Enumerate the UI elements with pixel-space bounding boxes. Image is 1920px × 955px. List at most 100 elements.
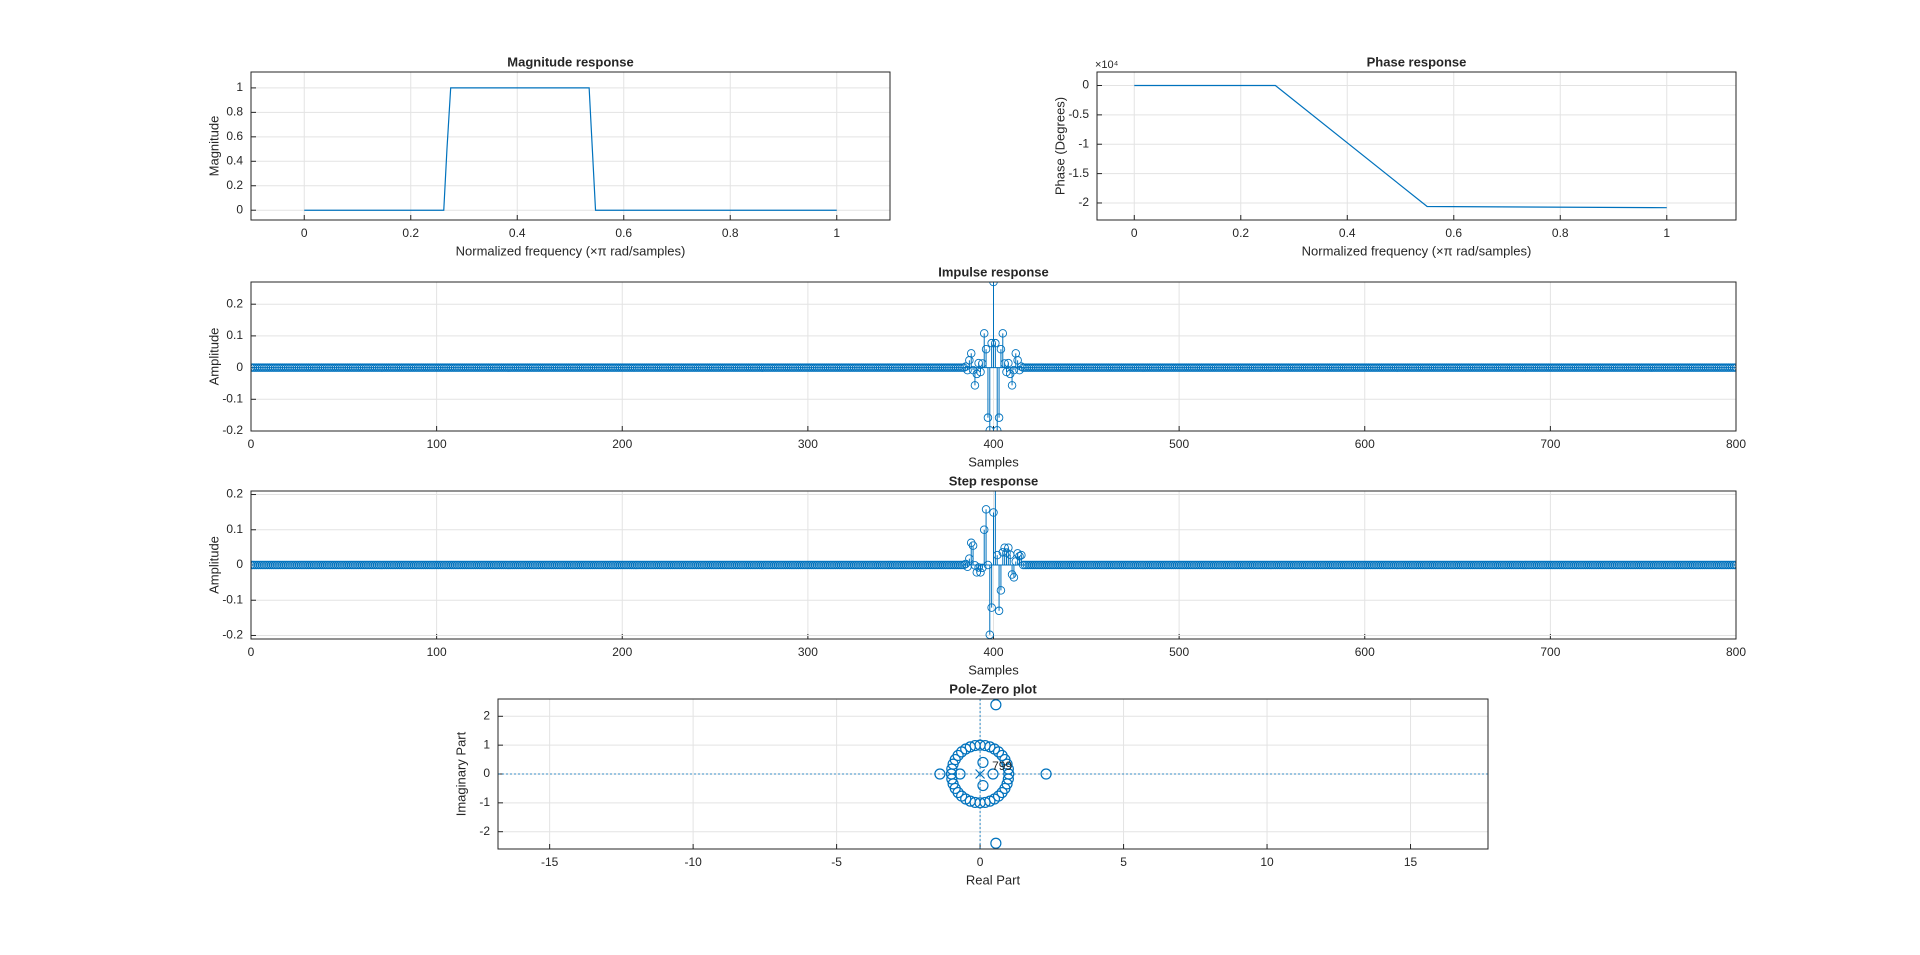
stem-marker [968, 541, 978, 550]
x-tick-label: 5 [1120, 855, 1127, 869]
y-tick-label: -1.5 [1068, 166, 1089, 180]
x-tick-label: 0.4 [509, 226, 526, 240]
x-axis-label: Samples [968, 662, 1019, 677]
x-tick-label: 700 [1540, 437, 1560, 451]
y-tick-label: -0.1 [222, 592, 243, 606]
y-tick-label: 2 [483, 708, 490, 722]
x-tick-label: 700 [1540, 645, 1560, 659]
plot-area [1134, 84, 1667, 209]
chart-title: Pole-Zero plot [949, 681, 1037, 696]
axes-box [250, 490, 1737, 640]
y-axis-label: Amplitude [206, 328, 221, 386]
y-tick-label: 0.1 [226, 328, 243, 342]
y-tick-label: 0 [236, 360, 243, 374]
x-tick-label: 0.2 [402, 226, 419, 240]
stem-marker [987, 603, 996, 612]
x-tick-label: 15 [1404, 855, 1418, 869]
stem-marker [994, 606, 1004, 616]
x-axis-label: Real Part [966, 872, 1021, 887]
stem-marker [1017, 550, 1026, 560]
y-tick-label: 0.2 [226, 178, 243, 192]
stem-marker [1007, 381, 1017, 390]
y-tick-label: -1 [1078, 136, 1089, 150]
stem-marker [998, 329, 1008, 338]
x-tick-label: 100 [427, 437, 447, 451]
x-tick-label: -15 [541, 855, 559, 869]
plot-area [498, 699, 1488, 849]
axes: 0 100 200 300 400 500 600 700 800 -0.2 -0.1 0 0.1 0.2… [206, 264, 1746, 469]
chart-title: Phase response [1367, 54, 1467, 69]
x-tick-label: 800 [1726, 437, 1746, 451]
zero-marker [987, 768, 999, 780]
stem-marker [996, 586, 1006, 595]
stem-marker [989, 508, 998, 517]
stem-marker [981, 505, 991, 514]
plot-area [251, 491, 1736, 639]
x-tick-label: 600 [1355, 437, 1375, 451]
x-axis-label: Normalized frequency (×π rad/samples) [456, 243, 686, 258]
chart-title: Step response [949, 473, 1039, 488]
x-tick-label: 1 [1663, 226, 1670, 240]
x-tick-label: 500 [1169, 645, 1189, 659]
zero-marker [992, 790, 1005, 802]
x-tick-label: 0 [1131, 226, 1138, 240]
axes: 0 0.2 0.4 0.6 0.8 1 -2 -1.5 -1 -0.5 0 Phase respons… [1052, 54, 1737, 258]
zero-marker [934, 768, 946, 780]
stem-marker [991, 338, 1000, 348]
y-tick-label: -0.1 [222, 391, 243, 405]
x-tick-label: 0.8 [722, 226, 739, 240]
y-axis-label: Imaginary Part [453, 731, 468, 816]
axes-box [250, 281, 1737, 432]
y-tick-label: 0 [236, 557, 243, 571]
x-tick-label: 800 [1726, 645, 1746, 659]
stem-marker [979, 329, 989, 338]
x-tick-label: 0.6 [1445, 226, 1462, 240]
stem-marker [979, 525, 989, 535]
y-tick-label: 1 [236, 80, 243, 94]
zero-marker [996, 749, 1008, 762]
x-tick-label: 100 [427, 645, 447, 659]
stem-marker [981, 344, 991, 354]
axes-box [497, 698, 1489, 850]
x-tick-label: 0 [248, 645, 255, 659]
x-tick-label: -5 [831, 855, 842, 869]
axes: 0 100 200 300 400 500 600 700 800 -0.2 -0.1 0 0.1 0.2… [206, 473, 1746, 677]
stem-marker [976, 568, 985, 577]
line [1134, 84, 1667, 209]
x-tick-label: 400 [983, 645, 1003, 659]
stem-marker [992, 550, 1002, 560]
zero-marker [1002, 773, 1014, 785]
stem-marker [966, 538, 976, 548]
y-tick-label: 0.2 [226, 487, 243, 501]
y-axis-label: Magnitude [206, 116, 221, 177]
x-tick-label: 200 [612, 437, 632, 451]
y-tick-label: 0 [483, 766, 490, 780]
x-tick-label: 400 [983, 437, 1003, 451]
y-multiplier: ×10⁴ [1095, 59, 1119, 71]
stem-marker [1004, 358, 1013, 368]
y-tick-label: -0.2 [222, 423, 243, 437]
zero-marker [1001, 778, 1013, 790]
axes-box [250, 71, 891, 221]
x-tick-label: 500 [1169, 437, 1189, 451]
chart-title: Magnitude response [507, 54, 633, 69]
axes-background [1097, 72, 1736, 220]
stem-marker [998, 548, 1008, 557]
chart-title: Impulse response [938, 264, 1049, 279]
y-tick-label: 0.6 [226, 129, 243, 143]
axes-box [1096, 71, 1737, 221]
y-tick-label: -0.2 [222, 628, 243, 642]
x-axis-label: Normalized frequency (×π rad/samples) [1302, 243, 1532, 258]
x-axis-label: Samples [968, 454, 1019, 469]
y-tick-label: -2 [1078, 195, 1089, 209]
zero-marker [990, 699, 1002, 711]
stem-marker [1009, 365, 1019, 375]
x-tick-label: 0.2 [1232, 226, 1249, 240]
x-tick-label: 1 [833, 226, 840, 240]
y-tick-label: 0.8 [226, 105, 243, 119]
x-tick-label: 0 [301, 226, 308, 240]
stem-marker [1009, 573, 1019, 582]
zero-marker [977, 779, 989, 792]
